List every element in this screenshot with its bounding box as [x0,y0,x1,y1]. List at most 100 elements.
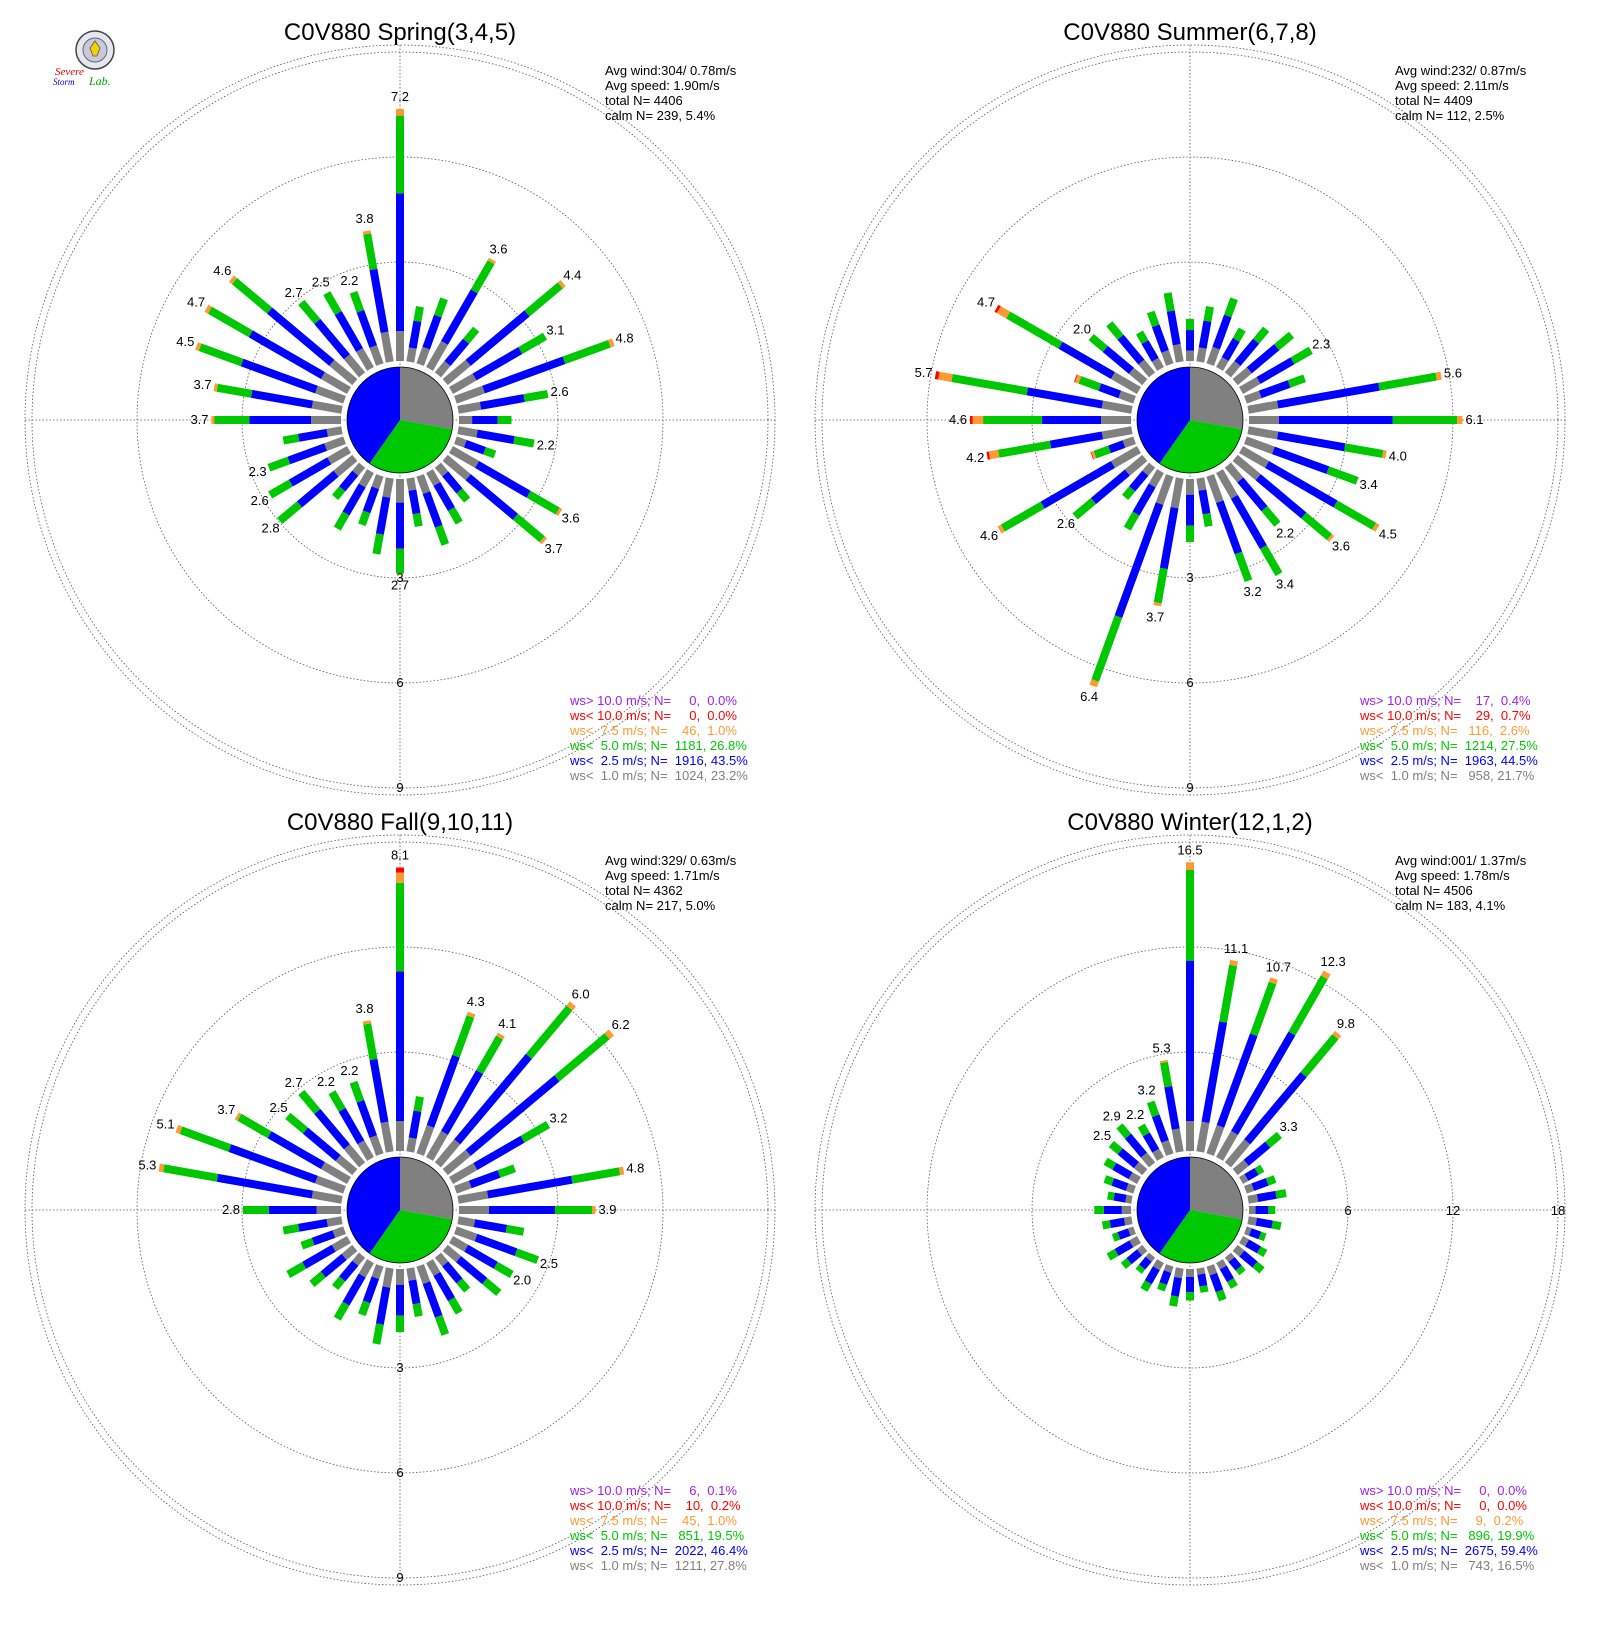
bar-seg [1382,450,1387,459]
bar-seg [362,1276,380,1304]
bar-seg-lt1 [1101,400,1133,414]
bar-seg [1111,1232,1121,1242]
bar-seg-lt1 [1122,436,1136,448]
bar-seg [1265,1175,1277,1186]
bar-seg [1219,1265,1234,1283]
bar-seg [302,1127,341,1162]
ring-label: 3 [396,570,403,585]
bar-seg-lt1 [1172,343,1184,363]
bar-value-label: 3.1 [546,322,564,337]
bar-seg-lt1 [1196,1121,1210,1153]
bar-seg [1040,461,1115,509]
center-pie-slice [346,367,400,464]
bar-value-label: 3.6 [1332,539,1350,554]
bar-value-label: 4.6 [980,528,998,543]
bar-seg [454,1053,533,1145]
bar-seg [413,306,424,322]
stat-total-n: total N= 4506 [1395,883,1473,898]
bar-seg [994,304,1001,314]
bar-seg-lt1 [434,462,449,477]
bar-seg-lt1 [406,1137,417,1153]
bar-seg-lt1 [1232,367,1252,386]
bar-seg [1228,1256,1242,1271]
bar-seg [375,1286,391,1325]
bar-seg [474,1233,518,1257]
bar-seg-lt1 [406,1267,417,1281]
bar-seg [1072,497,1096,520]
bar-seg [482,1278,502,1296]
bar-seg [555,507,563,516]
bar-seg [282,1223,300,1235]
bar-seg [1224,297,1238,318]
bar-seg [524,282,563,317]
bar-seg [456,1278,471,1293]
bar-value-label: 3.7 [194,377,212,392]
bar-seg-lt1 [416,474,431,495]
bar-seg-lt1 [1244,1183,1255,1194]
bar-seg-lt1 [314,1175,346,1194]
bar-seg [179,1126,232,1152]
bar-seg-lt1 [1232,454,1261,481]
bar-seg [207,306,253,338]
bar-seg [297,1218,328,1232]
bar-seg [1320,970,1331,980]
bar-seg-lt1 [341,1244,358,1260]
bar-value-label: 2.9 [1103,1109,1121,1124]
bar-seg [447,507,463,525]
bar-seg-lt1 [1128,367,1148,386]
bar-seg [369,1058,389,1124]
bar-seg [1229,959,1238,967]
bar-seg-lt1 [434,1139,461,1168]
bar-seg [1078,376,1102,391]
bar-seg-lt1 [1247,1216,1257,1226]
bar-seg [158,1163,165,1173]
bar-value-label: 7.2 [391,89,409,104]
bar-seg-lt1 [1244,1226,1252,1236]
bar-value-label: 2.7 [285,1075,303,1090]
bar-value-label: 5.3 [1153,1041,1171,1056]
center-pie-slice [400,367,454,430]
bar-seg [938,371,953,382]
bar-value-label: 3.8 [356,1001,374,1016]
bar-value-label: 2.5 [270,1100,288,1115]
bar-value-label: 3.2 [1138,1083,1156,1098]
bar-seg [1132,483,1156,516]
center-pie-slice [369,420,453,473]
stat-avg-speed: Avg speed: 2.11m/s [1395,78,1509,93]
bar-seg [1108,440,1126,454]
bar-seg-lt1 [314,385,346,404]
bar-seg [1141,340,1159,362]
bar-seg [240,358,318,394]
bar-seg-lt1 [1140,1152,1156,1168]
bar-value-label: 16.5 [1177,842,1202,857]
bar-seg [1268,977,1278,985]
bar-seg [195,342,202,352]
bar-value-label: 4.8 [626,1160,644,1175]
bar-seg [465,310,530,366]
legend-entry: ws< 1.0 m/s; N= 958, 21.7% [1359,768,1535,783]
bar-seg [434,297,448,318]
bar-value-label: 5.3 [138,1157,156,1172]
bar-seg [608,338,615,348]
bar-seg [1272,446,1330,474]
bar-seg [1159,506,1179,570]
bar-seg [997,440,1052,458]
bar-seg-lt1 [1101,426,1133,440]
bar-seg-lt1 [449,373,477,394]
bar-seg [472,347,523,381]
bar-seg-lt1 [331,1236,351,1252]
bar-seg [1136,330,1149,345]
bar-seg [523,390,549,403]
center-pie-outline [1136,366,1244,474]
bar-seg [444,338,470,366]
bar-seg [311,1230,336,1246]
bar-value-label: 6.0 [572,987,590,1002]
bar-seg [356,1099,377,1138]
bar-seg [1235,1265,1246,1276]
bar-seg-lt1 [426,469,441,486]
bar-seg [328,1090,346,1112]
stat-total-n: total N= 4362 [605,883,683,898]
bar-seg [1098,383,1122,399]
ring-label: 3 [396,1360,403,1375]
bar-seg [988,449,1000,460]
